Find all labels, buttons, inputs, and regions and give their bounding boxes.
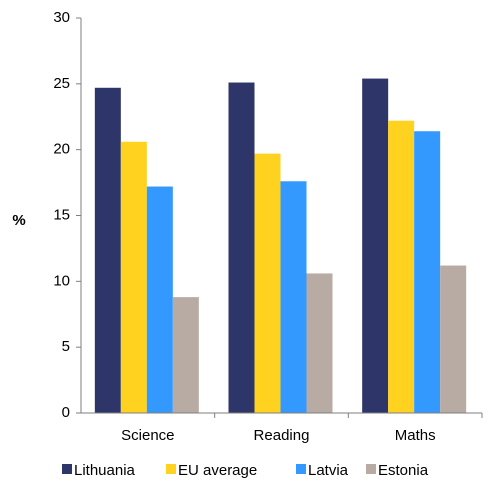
bar-estonia-science [172,297,199,413]
bar-estonia-maths [440,265,467,413]
y-tick-label: 25 [53,75,70,92]
bar-latvia-science [146,186,173,413]
bar-lithuania-maths [362,78,389,414]
x-category-label: Reading [254,427,310,444]
legend-swatch-lithuania [62,464,72,474]
legend-label-latvia: Latvia [308,462,349,479]
y-tick-label: 5 [62,338,70,355]
bar-latvia-maths [414,131,441,413]
legend: Lithuania EU average Latvia Estonia [62,462,429,479]
bar-lithuania-reading [228,82,255,414]
y-tick-label: 0 [62,404,70,421]
x-category-label: Science [121,427,174,444]
bar-lithuania-science [94,87,121,414]
legend-label-estonia: Estonia [378,462,429,479]
bar-eu-average-science [120,141,147,413]
y-axis-ticks: 0 5 10 15 20 25 30 [53,9,81,421]
x-category-label: Maths [395,427,436,444]
legend-label-lithuania: Lithuania [74,462,136,479]
bar-eu-average-maths [388,120,415,413]
y-tick-label: 30 [53,9,70,26]
y-tick-label: 10 [53,272,70,289]
bar-estonia-reading [306,273,333,413]
bars [94,78,467,414]
y-tick-label: 20 [53,141,70,158]
legend-swatch-estonia [366,464,376,474]
legend-swatch-latvia [296,464,306,474]
legend-label-eu-average: EU average [178,462,257,479]
bar-eu-average-reading [254,153,281,413]
y-axis-label: % [12,212,25,229]
y-tick-label: 15 [53,206,70,223]
legend-swatch-eu-average [166,464,176,474]
bar-latvia-reading [280,181,307,413]
x-axis-categories: Science Reading Maths [121,413,483,444]
